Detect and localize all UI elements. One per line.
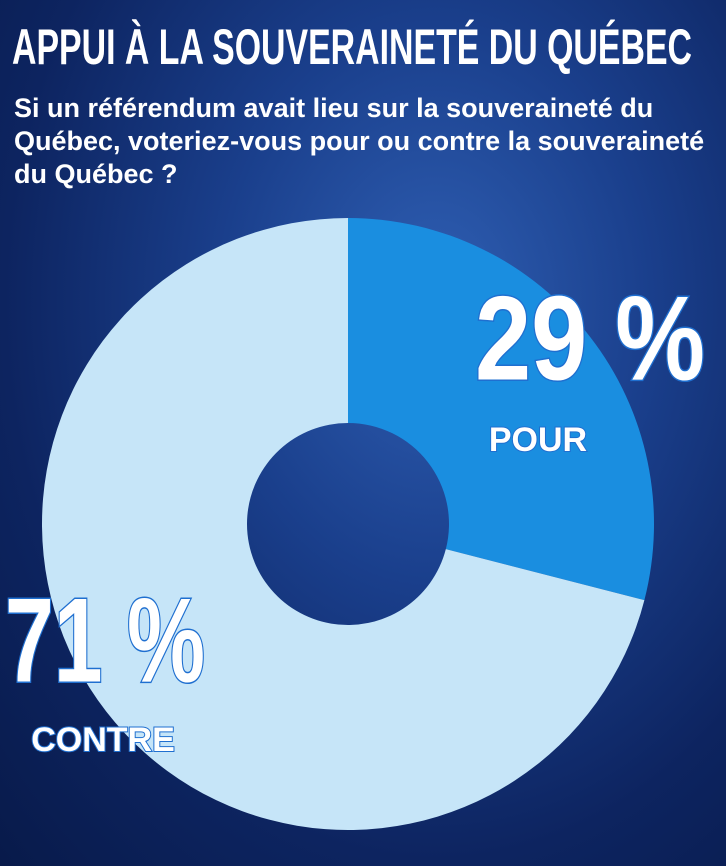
category-label: CONTRE <box>31 721 175 759</box>
wedge <box>348 218 655 601</box>
wedge <box>42 218 645 830</box>
value-label: 71 % <box>5 574 205 708</box>
category-label: POUR <box>489 421 587 459</box>
chart-title: APPUI À LA SOUVERAINETÉ DU QUÉBEC <box>12 19 692 75</box>
value-label: 29 % <box>475 272 705 406</box>
chart-subtitle: Si un référendum avait lieu sur la souve… <box>14 93 705 189</box>
